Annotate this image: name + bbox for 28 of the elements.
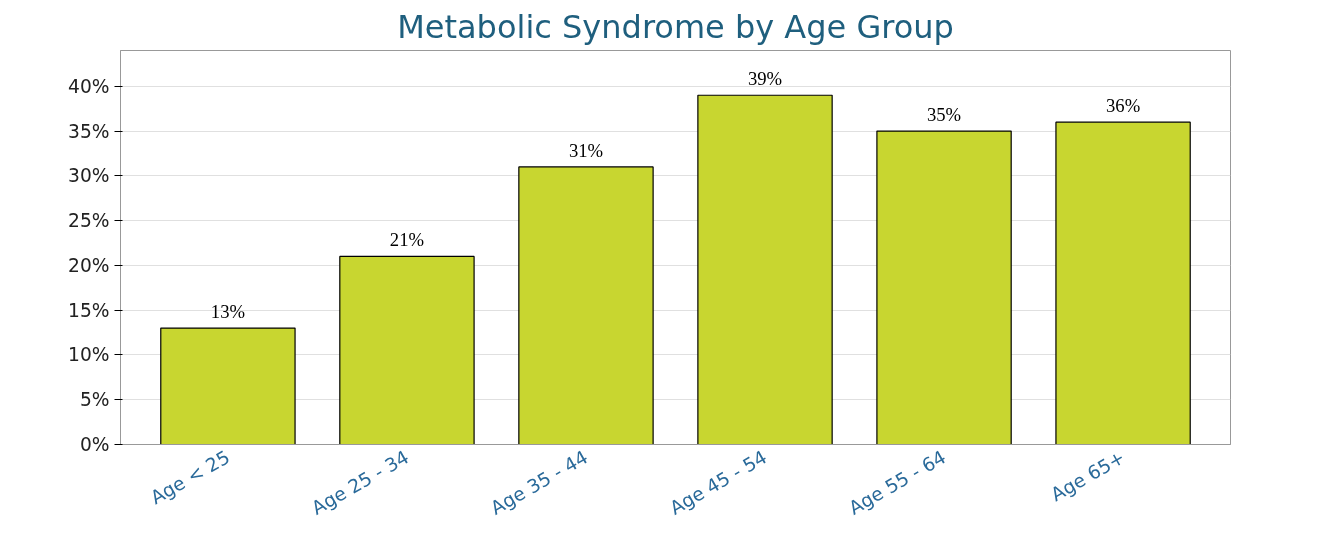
y-tick-label: 25% xyxy=(68,210,110,232)
data-label: 31% xyxy=(568,139,604,161)
data-label: 39% xyxy=(747,68,783,90)
y-tick-label: 0% xyxy=(79,434,110,455)
data-label: 21% xyxy=(389,229,425,251)
y-tick-label: 5% xyxy=(79,389,110,411)
y-tick-label: 30% xyxy=(68,165,110,187)
bar xyxy=(697,94,833,445)
data-label: 35% xyxy=(926,104,962,126)
y-tick-label: 10% xyxy=(68,344,110,366)
x-tick-label: Age 65+ xyxy=(1047,446,1129,506)
x-tick-label: Age 35 - 44 xyxy=(487,446,592,519)
y-tick-label: 40% xyxy=(68,75,110,97)
x-tick-label: Age 55 - 64 xyxy=(845,446,950,519)
bar xyxy=(518,166,654,445)
y-tick-label: 35% xyxy=(68,120,110,142)
chart-title: Metabolic Syndrome by Age Group xyxy=(397,7,954,46)
data-label: 36% xyxy=(1105,95,1141,117)
bar xyxy=(339,255,475,445)
x-tick-label: Age 45 - 54 xyxy=(666,446,771,519)
bar xyxy=(160,327,296,445)
bar xyxy=(876,130,1012,445)
bar xyxy=(1055,121,1191,445)
y-tick-label: 20% xyxy=(68,254,110,276)
x-tick-label: Age < 25 xyxy=(147,446,234,509)
x-tick-label: Age 25 - 34 xyxy=(308,446,413,519)
data-label: 13% xyxy=(210,301,246,323)
y-tick-label: 15% xyxy=(68,299,110,321)
